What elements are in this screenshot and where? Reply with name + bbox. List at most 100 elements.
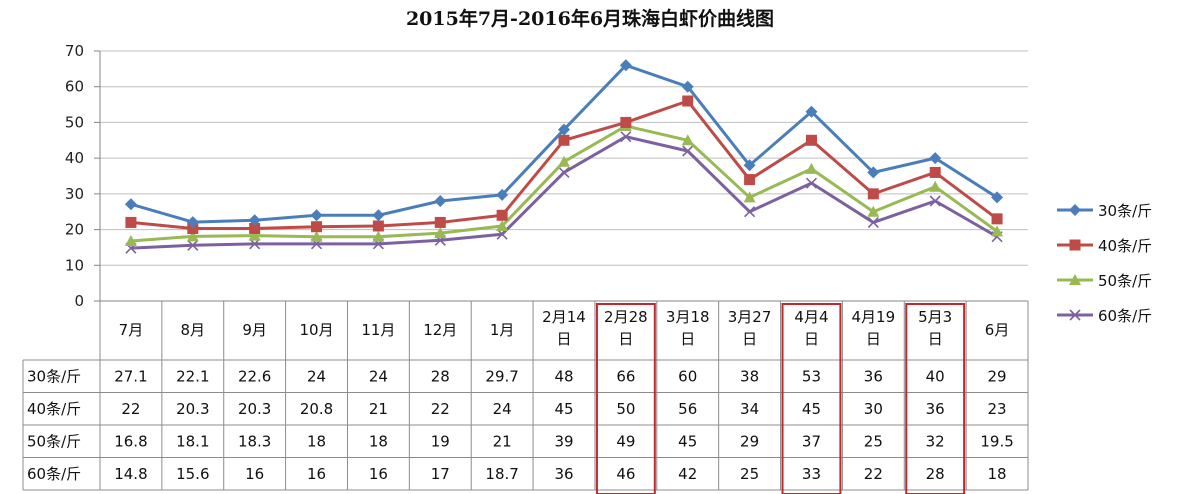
y-tick-label: 40 (65, 149, 84, 167)
table-cell: 20.3 (238, 400, 271, 418)
data-point (682, 145, 694, 157)
x-tick-label: 4月19 日 (852, 308, 896, 348)
table-cell: 22.6 (238, 367, 271, 385)
data-point (434, 227, 447, 239)
legend-label: 60条/斤 (1098, 307, 1152, 325)
table-cell: 37 (802, 432, 821, 450)
table-cell: 40 (926, 367, 945, 385)
x-tick-label: 1月 (490, 321, 515, 339)
data-point (125, 216, 137, 228)
data-point (744, 206, 756, 218)
x-tick-label: 7月 (119, 321, 144, 339)
data-point (558, 155, 570, 167)
table-cell: 18 (307, 432, 326, 450)
data-point (681, 80, 694, 93)
data-point (991, 225, 1004, 237)
table-cell: 29 (988, 367, 1007, 385)
data-point (743, 191, 756, 203)
table-cell: 45 (802, 400, 821, 418)
table-cell: 21 (493, 432, 512, 450)
legend-marker (1069, 204, 1081, 216)
data-point (187, 223, 199, 234)
table-cell: 50 (616, 400, 635, 418)
data-point (496, 209, 508, 221)
x-tick-label: 8月 (181, 321, 206, 339)
x-tick-label: 12月 (423, 321, 457, 339)
table-cell: 33 (802, 465, 821, 483)
data-point (558, 123, 570, 136)
table-cell: 29 (740, 432, 759, 450)
data-point (805, 134, 817, 146)
table-cell: 18.1 (176, 432, 209, 450)
table-cell: 16 (307, 465, 326, 483)
table-cell: 42 (678, 465, 697, 483)
table-cell: 24 (307, 367, 326, 385)
data-point (929, 180, 942, 192)
table-cell: 19.5 (980, 432, 1013, 450)
table-cell: 18 (988, 465, 1007, 483)
table-cell: 29.7 (485, 367, 518, 385)
table-cell: 18.3 (238, 432, 271, 450)
table-cell: 46 (616, 465, 635, 483)
legend-label: 50条/斤 (1098, 272, 1152, 290)
table-cell: 30 (864, 400, 883, 418)
data-point (867, 188, 879, 200)
data-point (434, 195, 447, 207)
series-line (130, 135, 998, 250)
data-point (186, 230, 199, 242)
x-tick-label: 5月3 日 (918, 308, 952, 348)
data-point (310, 230, 323, 242)
table-cell: 17 (431, 465, 450, 483)
table-cell: 45 (678, 432, 697, 450)
data-point (496, 220, 509, 231)
table-cell: 21 (369, 400, 388, 418)
x-tick-label: 3月27 日 (728, 308, 772, 348)
y-tick-label: 60 (65, 78, 84, 96)
data-point (619, 59, 632, 72)
y-tick-label: 70 (65, 42, 84, 60)
data-point (434, 216, 446, 228)
table-cell: 28 (431, 367, 450, 385)
highlight-box (781, 303, 842, 494)
table-cell: 15.6 (176, 465, 209, 483)
x-tick-label: 6月 (985, 321, 1010, 339)
table-cell: 36 (554, 465, 573, 483)
data-point (867, 216, 879, 228)
legend-marker (1069, 274, 1081, 285)
table-cell: 28 (926, 465, 945, 483)
data-point (805, 162, 818, 174)
x-tick-label: 11月 (361, 321, 395, 339)
x-tick-label: 3月18 日 (666, 308, 710, 348)
table-cell: 24 (369, 367, 388, 385)
data-point (496, 188, 509, 201)
table-cell: 20.3 (176, 400, 209, 418)
y-tick-label: 30 (65, 185, 84, 203)
table-cell: 24 (493, 400, 512, 418)
table-cell: 56 (678, 400, 697, 418)
y-tick-label: 20 (65, 221, 84, 239)
data-point (744, 174, 756, 186)
table-cell: 16 (369, 465, 388, 483)
table-cell: 60 (678, 367, 697, 385)
table-cell: 45 (554, 400, 573, 418)
y-tick-label: 50 (65, 113, 84, 131)
legend-marker (1069, 309, 1081, 321)
table-series-name: 40条/斤 (27, 400, 81, 418)
table-cell: 14.8 (114, 465, 147, 483)
data-point (311, 221, 323, 233)
data-point (620, 131, 632, 143)
data-point (805, 177, 818, 189)
data-point (929, 195, 941, 207)
data-point (372, 220, 384, 232)
x-tick-label: 2月14 日 (542, 308, 586, 348)
data-point (187, 239, 199, 251)
table-cell: 22 (121, 400, 140, 418)
table-cell: 32 (926, 432, 945, 450)
x-tick-label: 2月28 日 (604, 308, 648, 348)
data-point (743, 159, 756, 172)
data-point (558, 134, 570, 146)
table-cell: 53 (802, 367, 821, 385)
chart-title: 2015年7月-2016年6月珠海白虾价曲线图 (405, 8, 775, 30)
table-cell: 20.8 (300, 400, 333, 418)
